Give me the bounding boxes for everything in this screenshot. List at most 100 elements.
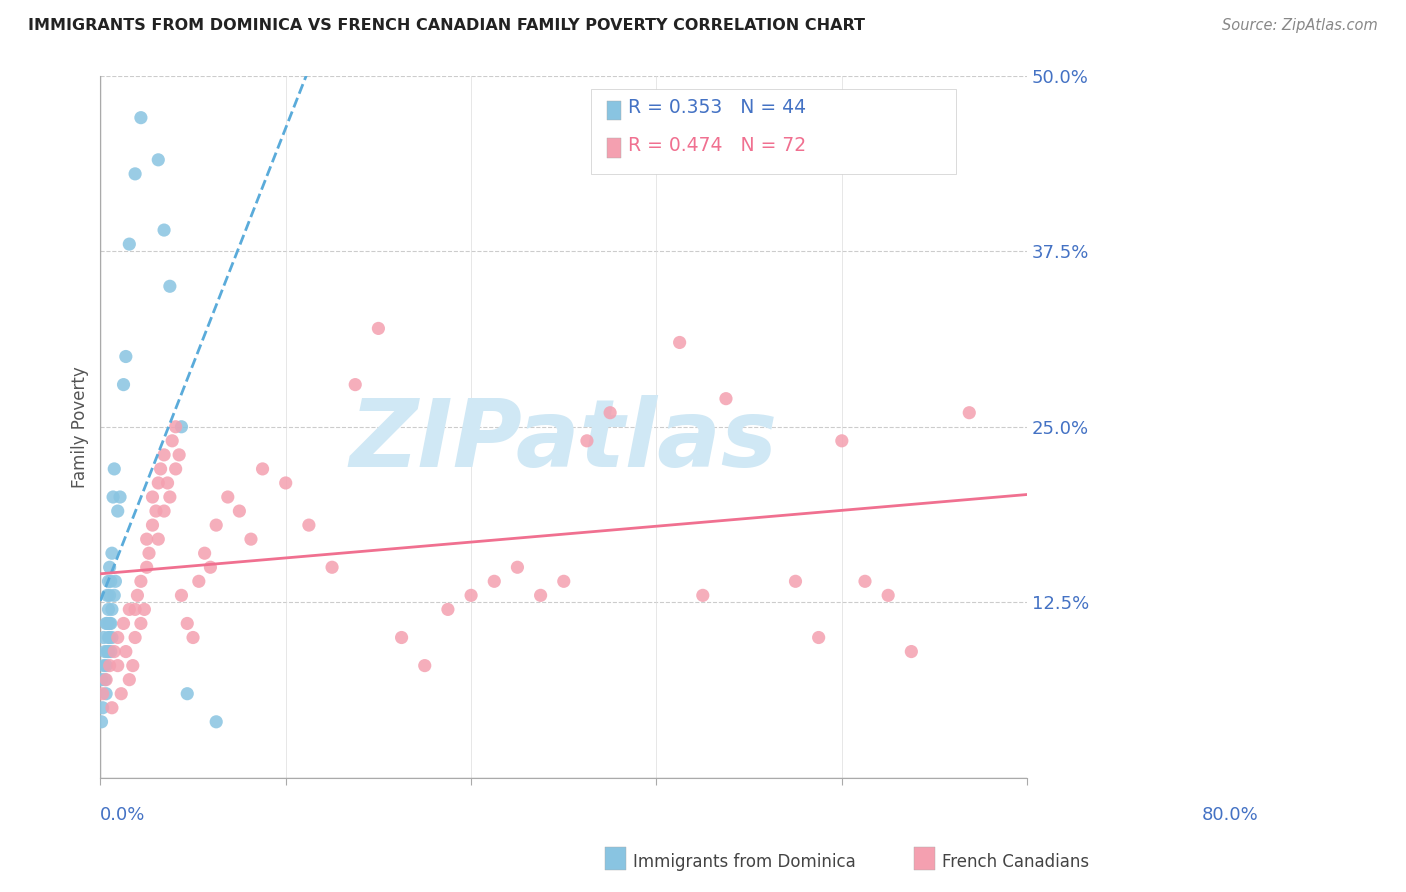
Point	[153, 223, 176, 237]
Point	[100, 644, 122, 658]
Point	[575, 434, 598, 448]
Point	[103, 644, 125, 658]
Point	[153, 448, 176, 462]
Point	[107, 504, 129, 518]
Point	[138, 546, 160, 560]
Point	[100, 616, 122, 631]
Point	[91, 700, 114, 714]
Point	[104, 574, 127, 589]
Point	[124, 602, 146, 616]
Point	[135, 532, 157, 546]
Point	[200, 560, 222, 574]
Point	[484, 574, 506, 589]
Text: 80.0%: 80.0%	[1202, 806, 1258, 824]
Point	[413, 658, 436, 673]
Point	[159, 490, 181, 504]
Point	[344, 377, 367, 392]
Point	[101, 490, 124, 504]
Point	[94, 616, 117, 631]
Point	[176, 616, 198, 631]
Point	[93, 658, 115, 673]
Point	[134, 602, 156, 616]
Text: R = 0.353   N = 44: R = 0.353 N = 44	[628, 98, 807, 117]
Point	[96, 616, 118, 631]
Point	[239, 532, 262, 546]
Point	[148, 475, 170, 490]
Point	[135, 560, 157, 574]
Point	[159, 279, 181, 293]
Point	[170, 419, 193, 434]
Text: Source: ZipAtlas.com: Source: ZipAtlas.com	[1222, 18, 1378, 33]
Point	[97, 631, 120, 645]
Point	[160, 434, 183, 448]
Point	[553, 574, 575, 589]
Point	[877, 588, 900, 602]
Point	[205, 518, 228, 533]
Point	[145, 504, 167, 518]
Point	[90, 714, 112, 729]
Point	[148, 153, 170, 167]
Point	[321, 560, 343, 574]
Point	[121, 658, 143, 673]
Point	[127, 588, 149, 602]
Point	[529, 588, 551, 602]
Point	[103, 588, 125, 602]
Point	[97, 574, 120, 589]
Point	[98, 631, 121, 645]
Point	[129, 616, 152, 631]
Point	[167, 448, 190, 462]
Point	[141, 490, 163, 504]
Point	[97, 602, 120, 616]
Point	[110, 687, 132, 701]
Point	[298, 518, 321, 533]
Point	[176, 687, 198, 701]
Point	[107, 658, 129, 673]
Point	[101, 602, 124, 616]
Point	[460, 588, 482, 602]
Point	[93, 631, 115, 645]
Point	[187, 574, 209, 589]
Point	[205, 714, 228, 729]
Y-axis label: Family Poverty: Family Poverty	[72, 366, 89, 488]
Point	[437, 602, 460, 616]
Point	[692, 588, 714, 602]
Point	[98, 616, 121, 631]
Point	[97, 644, 120, 658]
Point	[101, 700, 124, 714]
Point	[112, 616, 135, 631]
Point	[98, 560, 121, 574]
Point	[785, 574, 807, 589]
Point	[115, 350, 138, 364]
Point	[94, 673, 117, 687]
Point	[108, 490, 131, 504]
Point	[217, 490, 239, 504]
Point	[957, 406, 980, 420]
Point	[153, 504, 176, 518]
Point	[103, 462, 125, 476]
Point	[141, 518, 163, 533]
Text: 0.0%: 0.0%	[100, 806, 146, 824]
Point	[228, 504, 250, 518]
Point	[129, 111, 152, 125]
Point	[252, 462, 274, 476]
Point	[170, 588, 193, 602]
Point	[100, 574, 122, 589]
Point	[274, 475, 297, 490]
Point	[118, 673, 141, 687]
Point	[98, 588, 121, 602]
Point	[506, 560, 529, 574]
Point	[156, 475, 179, 490]
Point	[94, 658, 117, 673]
Text: French Canadians: French Canadians	[942, 853, 1090, 871]
Point	[112, 377, 135, 392]
Point	[714, 392, 737, 406]
Point	[96, 588, 118, 602]
Point	[807, 631, 830, 645]
Point	[94, 644, 117, 658]
Point	[148, 532, 170, 546]
Point	[165, 462, 187, 476]
Point	[194, 546, 217, 560]
Point	[101, 546, 124, 560]
Point	[129, 574, 152, 589]
Point	[118, 237, 141, 252]
